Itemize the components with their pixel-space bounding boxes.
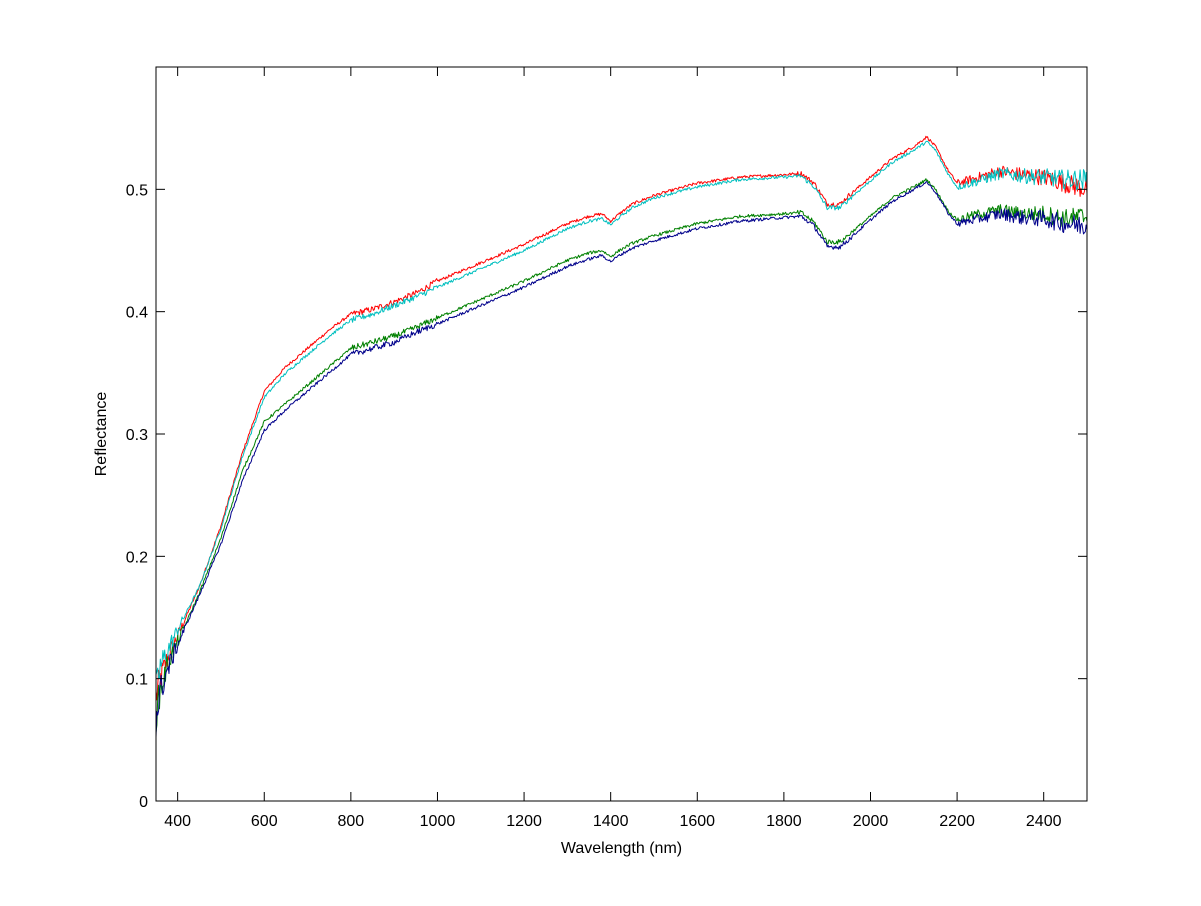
x-tick-label-1800: 1800 [766, 813, 802, 830]
x-tick-label-1400: 1400 [593, 813, 629, 830]
x-tick-label-800: 800 [338, 813, 365, 830]
y-tick-label-4: 0.4 [126, 305, 148, 322]
x-tick-label-1200: 1200 [506, 813, 542, 830]
x-tick-label-2400: 2400 [1026, 813, 1062, 830]
y-tick-label-1: 0.1 [126, 672, 148, 689]
y-tick-label-0: 0 [139, 794, 148, 811]
series-layer [155, 135, 1088, 738]
x-tick-label-2000: 2000 [853, 813, 889, 830]
series-line-1 [155, 135, 1088, 701]
plot-frame [155, 66, 1088, 802]
series-line-4 [155, 181, 1088, 738]
x-tick-label-400: 400 [164, 813, 191, 830]
x-tick-label-1600: 1600 [679, 813, 715, 830]
x-tick-label-600: 600 [251, 813, 278, 830]
y-axis-label: Reflectance [93, 392, 110, 477]
y-tick-label-2: 0.2 [126, 549, 148, 566]
y-tick-label-3: 0.3 [126, 427, 148, 444]
series-line-3 [155, 178, 1088, 733]
x-tick-label-1000: 1000 [420, 813, 456, 830]
y-tick-label-5: 0.5 [126, 182, 148, 199]
x-tick-label-2200: 2200 [939, 813, 975, 830]
ticks-layer: 400 600 800 1000 1200 1400 1600 1800 2000 2200 240… [126, 67, 1087, 830]
series-line-2 [155, 140, 1088, 679]
x-axis-label: Wavelength (nm) [561, 840, 682, 857]
